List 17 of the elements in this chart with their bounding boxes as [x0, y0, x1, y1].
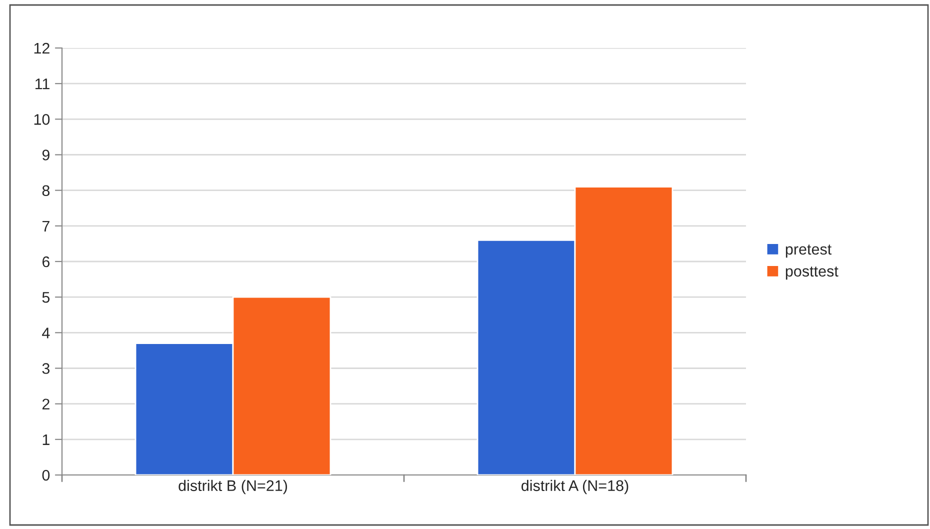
y-tick-label: 4 — [42, 328, 50, 338]
y-tick-label: 5 — [42, 292, 50, 303]
y-tick-label: 10 — [34, 114, 50, 125]
y-tick-label: 0 — [42, 470, 50, 481]
y-tick-label: 1 — [42, 434, 50, 445]
y-tick-label: 12 — [34, 42, 50, 54]
y-tick-label: 2 — [42, 398, 50, 410]
y-tick-label: 3 — [42, 363, 50, 374]
x-tick-label: distrikt B (N=21) — [178, 480, 288, 494]
y-tick-label: 7 — [42, 220, 50, 232]
x-tick-label: distrikt A (N=18) — [522, 480, 628, 494]
y-tick-label: 8 — [42, 185, 50, 196]
y-tick-label: 9 — [42, 150, 50, 160]
legend-label: posttest — [786, 266, 838, 280]
y-tick-label: 6 — [42, 256, 50, 268]
legend-label: pretest — [786, 244, 832, 258]
y-tick-label: 11 — [35, 78, 50, 90]
